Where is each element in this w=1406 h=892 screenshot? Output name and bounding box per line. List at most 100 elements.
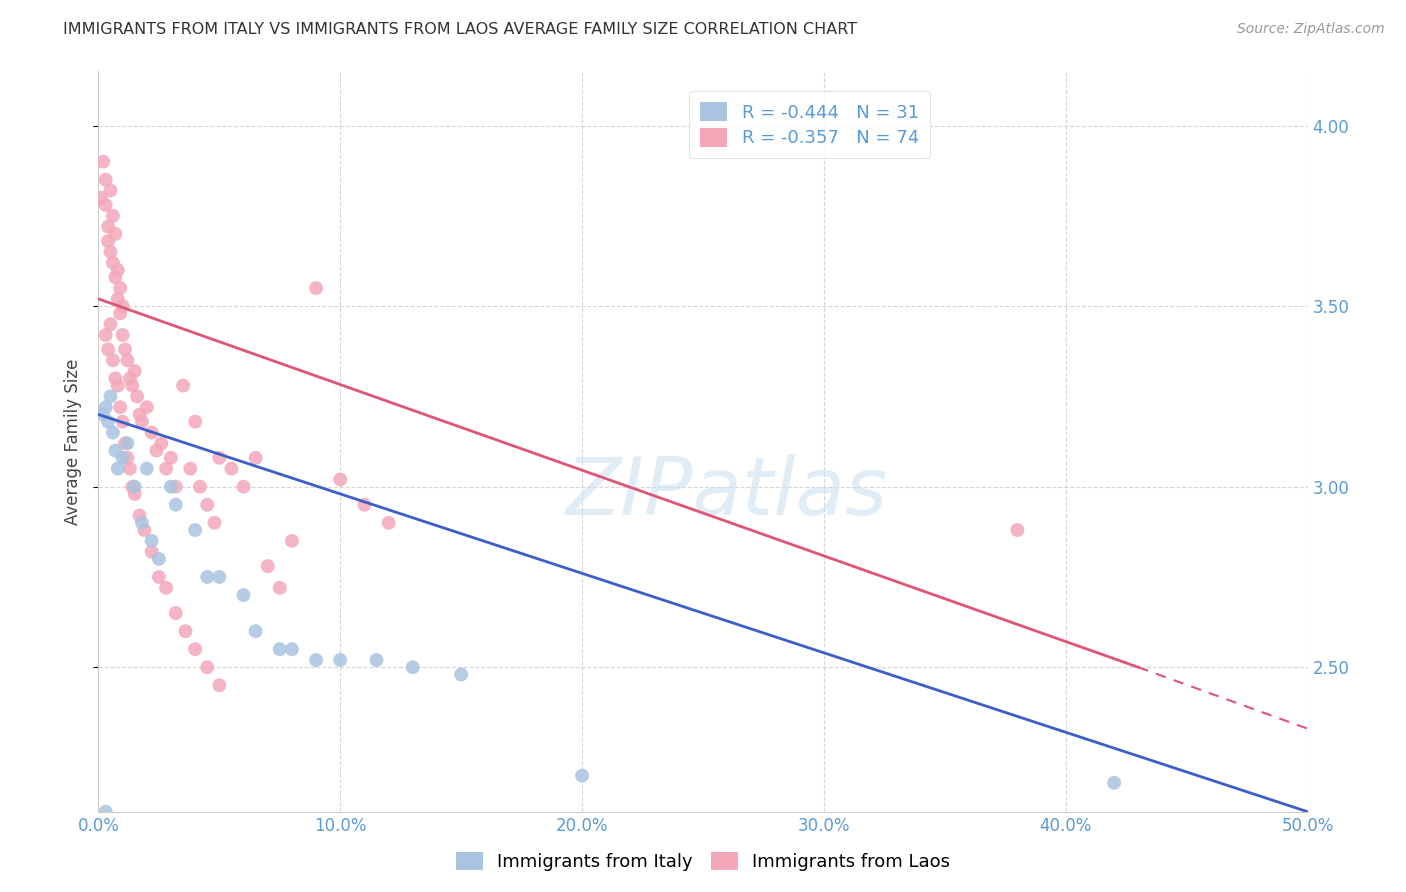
- Point: [353, 498, 375, 512]
- Point: [127, 389, 149, 403]
- Point: [124, 364, 146, 378]
- Point: [269, 581, 291, 595]
- Point: [107, 461, 129, 475]
- Point: [91, 408, 114, 422]
- Point: [94, 172, 117, 186]
- Point: [121, 480, 143, 494]
- Point: [141, 533, 163, 548]
- Point: [165, 606, 187, 620]
- Point: [221, 461, 243, 475]
- Point: [104, 227, 127, 241]
- Point: [117, 450, 139, 465]
- Point: [195, 498, 218, 512]
- Point: [104, 371, 127, 385]
- Point: [179, 461, 201, 475]
- Point: [245, 450, 267, 465]
- Point: [256, 559, 278, 574]
- Point: [195, 570, 218, 584]
- Point: [90, 191, 112, 205]
- Point: [188, 480, 211, 494]
- Point: [160, 480, 183, 494]
- Text: Source: ZipAtlas.com: Source: ZipAtlas.com: [1237, 22, 1385, 37]
- Point: [1102, 776, 1125, 790]
- Point: [184, 642, 207, 657]
- Point: [571, 769, 593, 783]
- Point: [97, 343, 120, 357]
- Point: [91, 154, 114, 169]
- Point: [141, 425, 163, 440]
- Point: [107, 263, 129, 277]
- Point: [165, 480, 187, 494]
- Point: [111, 415, 134, 429]
- Point: [118, 461, 141, 475]
- Point: [114, 436, 136, 450]
- Point: [97, 219, 120, 234]
- Point: [108, 281, 131, 295]
- Point: [305, 281, 328, 295]
- Point: [1007, 523, 1029, 537]
- Point: [305, 653, 328, 667]
- Point: [118, 371, 141, 385]
- Y-axis label: Average Family Size: Average Family Size: [65, 359, 83, 524]
- Point: [148, 552, 170, 566]
- Point: [160, 450, 183, 465]
- Point: [100, 244, 122, 259]
- Legend: R = -0.444   N = 31, R = -0.357   N = 74: R = -0.444 N = 31, R = -0.357 N = 74: [689, 92, 929, 158]
- Point: [124, 487, 146, 501]
- Point: [128, 408, 150, 422]
- Point: [366, 653, 388, 667]
- Point: [135, 461, 157, 475]
- Point: [104, 443, 127, 458]
- Point: [94, 805, 117, 819]
- Point: [155, 581, 177, 595]
- Point: [135, 401, 157, 415]
- Point: [101, 425, 124, 440]
- Point: [108, 306, 131, 320]
- Legend: Immigrants from Italy, Immigrants from Laos: Immigrants from Italy, Immigrants from L…: [449, 845, 957, 879]
- Point: [107, 292, 129, 306]
- Point: [281, 533, 304, 548]
- Point: [97, 415, 120, 429]
- Point: [108, 401, 131, 415]
- Point: [150, 436, 173, 450]
- Point: [329, 473, 352, 487]
- Point: [208, 450, 231, 465]
- Point: [165, 498, 187, 512]
- Point: [94, 401, 117, 415]
- Point: [329, 653, 352, 667]
- Point: [100, 317, 122, 331]
- Point: [101, 256, 124, 270]
- Point: [174, 624, 197, 639]
- Point: [101, 353, 124, 368]
- Point: [195, 660, 218, 674]
- Point: [245, 624, 267, 639]
- Text: ZIPatlas: ZIPatlas: [567, 454, 889, 533]
- Point: [377, 516, 399, 530]
- Point: [117, 353, 139, 368]
- Point: [184, 523, 207, 537]
- Point: [134, 523, 156, 537]
- Point: [281, 642, 304, 657]
- Point: [107, 378, 129, 392]
- Point: [111, 299, 134, 313]
- Point: [94, 198, 117, 212]
- Text: IMMIGRANTS FROM ITALY VS IMMIGRANTS FROM LAOS AVERAGE FAMILY SIZE CORRELATION CH: IMMIGRANTS FROM ITALY VS IMMIGRANTS FROM…: [63, 22, 858, 37]
- Point: [94, 328, 117, 343]
- Point: [104, 270, 127, 285]
- Point: [269, 642, 291, 657]
- Point: [100, 389, 122, 403]
- Point: [131, 516, 153, 530]
- Point: [124, 480, 146, 494]
- Point: [204, 516, 226, 530]
- Point: [101, 209, 124, 223]
- Point: [450, 667, 472, 681]
- Point: [232, 480, 254, 494]
- Point: [145, 443, 167, 458]
- Point: [155, 461, 177, 475]
- Point: [97, 234, 120, 248]
- Point: [148, 570, 170, 584]
- Point: [208, 570, 231, 584]
- Point: [184, 415, 207, 429]
- Point: [208, 678, 231, 692]
- Point: [111, 450, 134, 465]
